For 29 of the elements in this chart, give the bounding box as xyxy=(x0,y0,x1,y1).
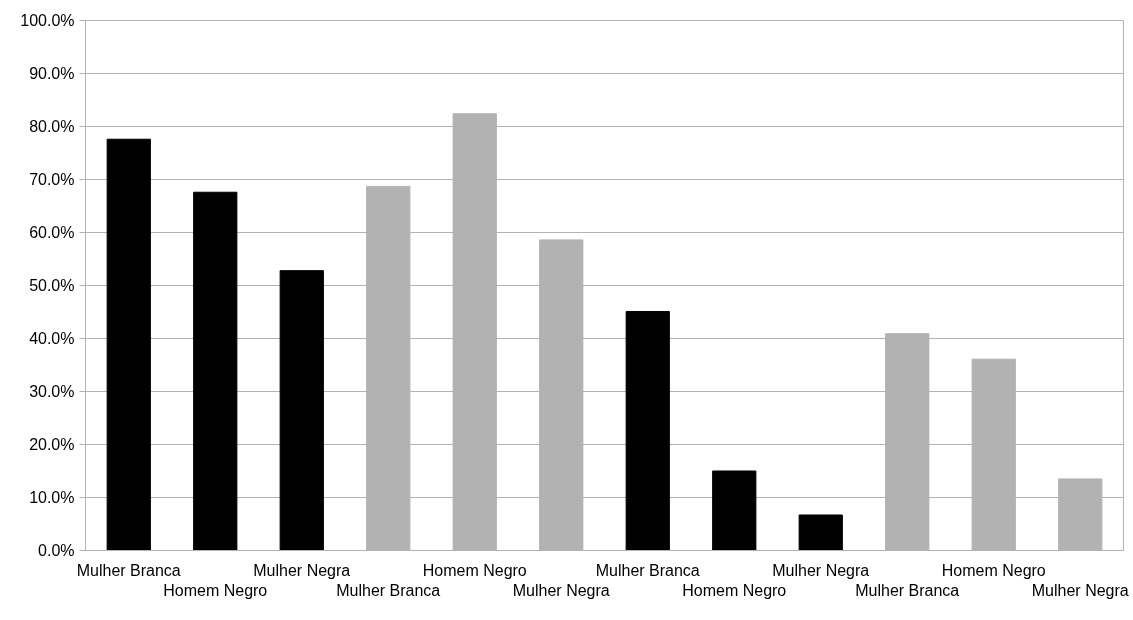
x-tick-label: Mulher Branca xyxy=(855,581,960,599)
x-tick-label: Mulher Negra xyxy=(253,561,351,579)
x-tick-label: Homem Negro xyxy=(422,561,527,579)
x-tick-label: Mulher Branca xyxy=(76,561,181,579)
bar xyxy=(279,270,324,551)
x-tick-label: Mulher Negra xyxy=(1031,581,1129,599)
x-tick-label: Mulher Branca xyxy=(595,561,700,579)
y-tick-label: 80.0% xyxy=(29,118,75,135)
y-tick-label: 70.0% xyxy=(29,171,75,188)
x-tick-label: Homem Negro xyxy=(682,581,787,599)
x-tick-label: Mulher Negra xyxy=(512,581,610,599)
y-tick-label: 40.0% xyxy=(29,330,75,347)
y-tick-label: 10.0% xyxy=(29,489,75,506)
y-tick-label: 90.0% xyxy=(29,65,75,82)
x-tick-label: Mulher Branca xyxy=(336,581,441,599)
bar xyxy=(625,310,670,551)
y-tick-label: 60.0% xyxy=(29,224,75,241)
x-tick-label: Homem Negro xyxy=(941,561,1046,579)
bar xyxy=(193,191,238,551)
y-tick-label: 50.0% xyxy=(29,277,75,294)
bar xyxy=(712,470,757,551)
bar xyxy=(106,138,151,551)
bar xyxy=(798,514,843,551)
y-tick-label: 100.0% xyxy=(20,12,75,29)
x-tick-label: Mulher Negra xyxy=(772,561,870,579)
x-tick-label: Homem Negro xyxy=(163,581,268,599)
y-tick-label: 30.0% xyxy=(29,383,75,400)
y-tick-label: 0.0% xyxy=(38,542,75,559)
y-tick-label: 20.0% xyxy=(29,436,75,453)
